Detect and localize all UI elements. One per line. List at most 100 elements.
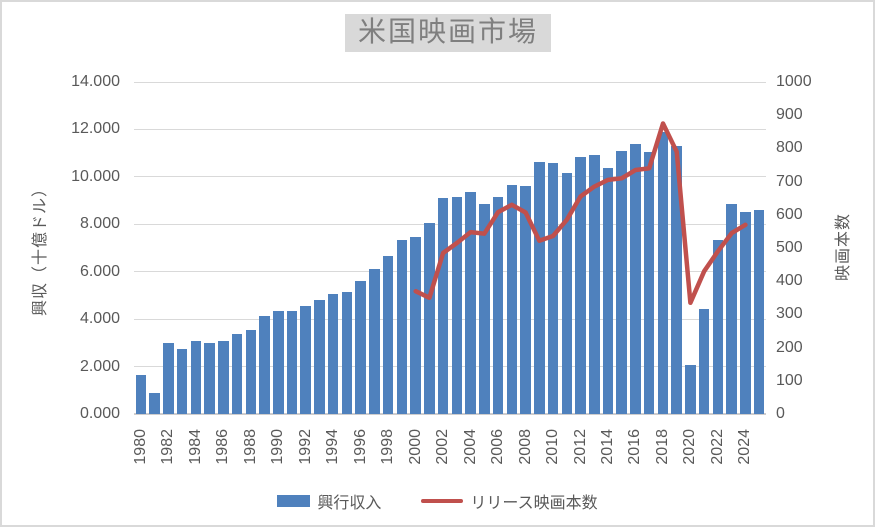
bar-1990 (273, 310, 284, 414)
bar-2006 (492, 197, 504, 414)
legend-label-releases: リリース映画本数 (470, 495, 598, 512)
left-ytick-14.000: 14.000 (71, 73, 120, 90)
bar-2008 (520, 186, 531, 414)
xtick-1998: 1998 (379, 429, 397, 465)
bar-2007 (506, 184, 518, 414)
left-ytick-10.000: 10.000 (71, 167, 120, 185)
bar-1982 (163, 343, 174, 414)
bar-2003 (451, 196, 463, 414)
bar-2024 (740, 211, 751, 414)
right-ytick-200: 200 (776, 338, 803, 356)
bar-2001 (424, 222, 435, 414)
bar-1999 (396, 239, 408, 414)
bar-2025 (753, 210, 765, 414)
xtick-1986: 1986 (214, 429, 232, 465)
bar-2005 (479, 204, 490, 414)
xtick-2024: 2024 (736, 429, 754, 465)
bar-2022 (712, 240, 724, 414)
bar-1980 (135, 374, 147, 414)
xtick-2022: 2022 (708, 429, 726, 465)
xtick-2014: 2014 (599, 429, 616, 465)
releases-line (413, 121, 748, 306)
gridline-10 (134, 176, 766, 178)
xtick-2020: 2020 (681, 429, 699, 465)
left-axis-title: 興収（十億ドル） (32, 179, 49, 317)
left-ytick-12.000: 12.000 (71, 120, 120, 138)
bar-1996 (355, 280, 366, 414)
left-ytick-8.000: 8.000 (79, 215, 120, 233)
left-ytick-0.000: 0.000 (79, 405, 120, 422)
right-ytick-900: 900 (776, 106, 803, 124)
bar-2020 (685, 365, 696, 414)
bar-2013 (589, 155, 600, 414)
legend-item-releases: リリース映画本数 (421, 489, 598, 513)
bar-2023 (726, 203, 737, 414)
gridline-14 (134, 81, 766, 83)
right-ytick-600: 600 (776, 205, 803, 223)
xtick-1980: 1980 (131, 429, 149, 465)
xtick-2004: 2004 (461, 429, 479, 465)
xtick-2016: 2016 (626, 429, 644, 465)
bar-2004 (465, 192, 476, 414)
bar-1995 (341, 292, 353, 414)
xtick-1996: 1996 (351, 429, 369, 465)
bar-2018 (657, 131, 669, 414)
right-ytick-800: 800 (776, 139, 803, 157)
right-ytick-700: 700 (776, 172, 803, 190)
bar-1994 (327, 294, 339, 414)
bar-2017 (643, 151, 655, 414)
xtick-2006: 2006 (489, 429, 507, 465)
xtick-2012: 2012 (571, 429, 589, 465)
bar-1983 (176, 349, 188, 414)
bar-2015 (616, 151, 627, 414)
right-ytick-500: 500 (776, 239, 803, 256)
right-ytick-100: 100 (776, 371, 803, 389)
xtick-2002: 2002 (434, 429, 452, 465)
bar-1988 (245, 329, 257, 414)
x-axis-line (134, 413, 766, 415)
bar-1991 (286, 310, 298, 414)
gridline-4 (134, 318, 766, 320)
bar-2010 (547, 163, 559, 414)
releases-line-chart (413, 121, 748, 306)
bar-1998 (382, 256, 394, 414)
releases-line-swatch (421, 498, 464, 504)
xtick-1982: 1982 (159, 429, 177, 465)
bar-2000 (410, 236, 421, 414)
bar-1993 (314, 300, 325, 414)
bar-1985 (204, 342, 215, 414)
bar-1981 (149, 393, 160, 414)
bar-2002 (437, 197, 449, 414)
legend-item-revenue: 興行収入 (277, 489, 381, 513)
xtick-2000: 2000 (406, 429, 424, 465)
chart-title: 米国映画市場 (344, 14, 552, 52)
bar-1984 (190, 340, 202, 414)
xtick-2018: 2018 (653, 429, 671, 465)
right-ytick-0: 0 (776, 405, 785, 422)
xtick-2010: 2010 (544, 429, 562, 465)
xtick-1984: 1984 (186, 429, 204, 465)
bar-2021 (698, 308, 710, 414)
bar-1997 (369, 269, 380, 414)
xtick-1992: 1992 (296, 429, 314, 465)
legend: 興行収入 リリース映画本数 (2, 487, 873, 515)
right-ytick-300: 300 (776, 305, 803, 323)
bar-2011 (561, 173, 573, 414)
xtick-1990: 1990 (269, 429, 287, 465)
gridline-2 (134, 366, 766, 368)
xtick-2008: 2008 (516, 429, 534, 465)
left-ytick-4.000: 4.000 (79, 310, 120, 328)
legend-label-revenue: 興行収入 (317, 495, 382, 512)
bar-2019 (671, 146, 682, 414)
bar-2016 (630, 144, 641, 414)
bar-1992 (300, 305, 311, 414)
xtick-1994: 1994 (324, 429, 342, 465)
bar-2014 (602, 168, 614, 414)
left-ytick-6.000: 6.000 (79, 262, 120, 280)
bar-2012 (575, 156, 586, 414)
right-ytick-400: 400 (776, 272, 803, 290)
gridline-8 (134, 223, 766, 225)
revenue-bar-swatch (277, 495, 311, 507)
bar-1986 (218, 341, 229, 414)
